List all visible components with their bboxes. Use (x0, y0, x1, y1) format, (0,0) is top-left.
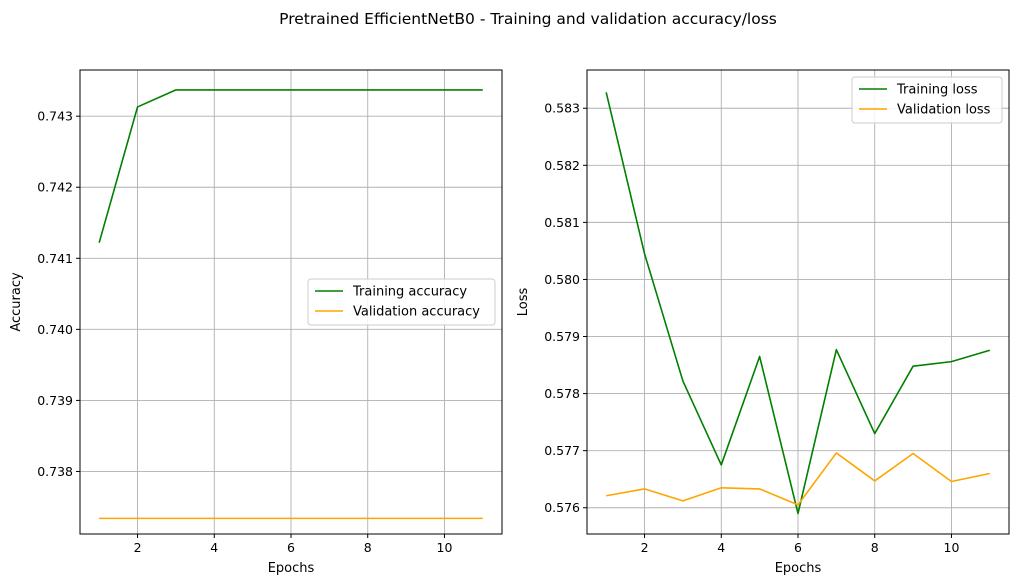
legend-label-training-loss: Training loss (896, 83, 978, 98)
legend-label-validation-accuracy: Validation accuracy (353, 305, 480, 320)
y-tick-label: 0.576 (544, 500, 580, 515)
y-tick-label: 0.739 (37, 393, 73, 408)
y-tick-label: 0.742 (37, 180, 73, 195)
legend: Training accuracy Validation accuracy (307, 278, 496, 326)
x-tick-label: 6 (794, 540, 802, 555)
y-axis-label: Loss (516, 288, 531, 317)
y-tick-label: 0.581 (544, 215, 580, 230)
x-tick-label: 2 (641, 540, 649, 555)
x-tick-label: 10 (944, 540, 960, 555)
x-tick-label: 4 (717, 540, 725, 555)
x-axis-label: Epochs (268, 561, 315, 576)
x-tick-label: 2 (134, 540, 142, 555)
series-line-training-accuracy (98, 89, 483, 243)
y-tick-label: 0.741 (37, 251, 73, 266)
y-tick-label: 0.580 (544, 272, 580, 287)
x-axis-label: Epochs (775, 561, 822, 576)
legend-box (307, 278, 496, 326)
legend-label-training-accuracy: Training accuracy (352, 285, 467, 300)
y-axis-label: Accuracy (9, 272, 24, 332)
x-tick-label: 8 (871, 540, 879, 555)
y-tick-label: 0.743 (37, 109, 73, 124)
y-tick-label: 0.582 (544, 158, 580, 173)
y-tick-label: 0.583 (544, 101, 580, 116)
y-tick-label: 0.578 (544, 386, 580, 401)
figure-title: Pretrained EfficientNetB0 - Training and… (279, 10, 777, 28)
series-line-validation-loss (606, 452, 990, 506)
y-tick-label: 0.577 (544, 443, 580, 458)
series-line-training-loss (605, 92, 991, 515)
x-tick-label: 8 (364, 540, 372, 555)
y-tick-label: 0.740 (37, 322, 73, 337)
loss-plot: 2 4 6 8 10 0.576 0.577 0.578 0.579 0.580 0.581 0.58… (516, 69, 1010, 576)
y-tick-label: 0.738 (37, 464, 73, 479)
x-tick-label: 6 (287, 540, 295, 555)
legend-label-validation-loss: Validation loss (897, 103, 991, 118)
x-tick-label: 10 (437, 540, 453, 555)
legend-box (851, 76, 1003, 124)
accuracy-plot: 2 4 6 8 10 0.738 0.739 0.740 0.741 0.742 0.743 Epoc… (9, 69, 503, 576)
legend: Training loss Validation loss (851, 76, 1003, 124)
y-tick-label: 0.579 (544, 329, 580, 344)
x-tick-label: 4 (210, 540, 218, 555)
